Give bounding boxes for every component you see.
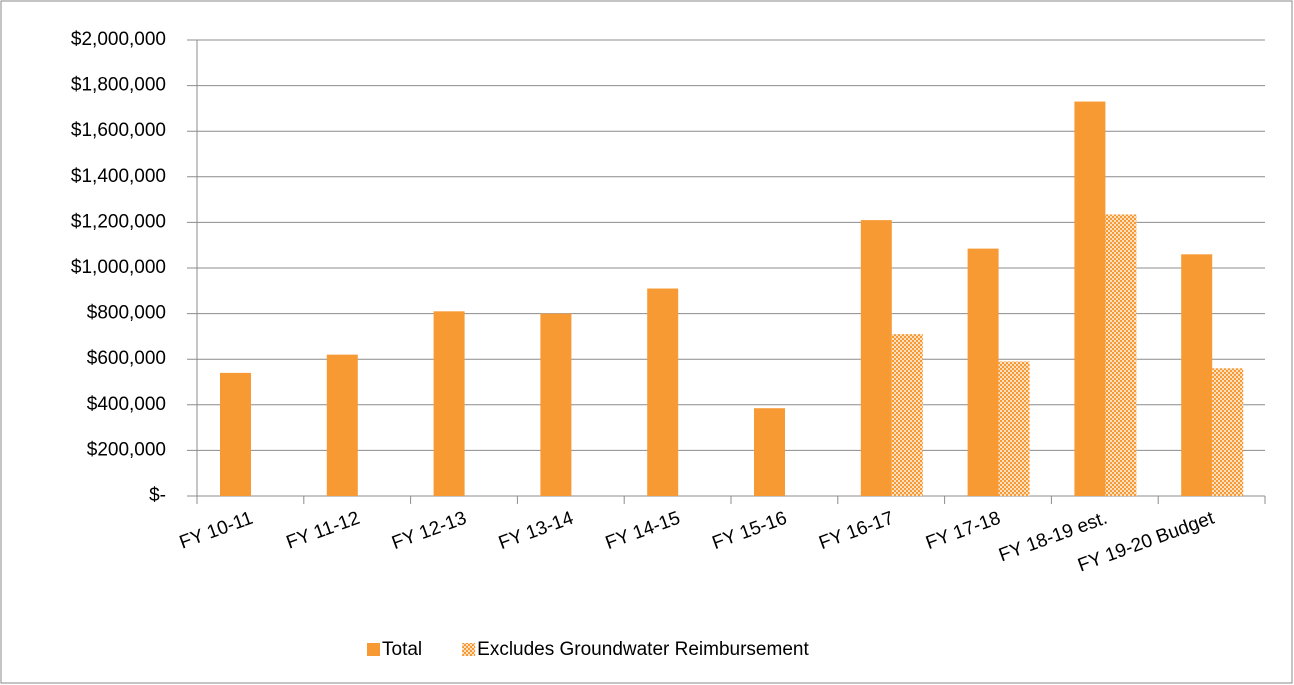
legend-swatch xyxy=(462,643,476,656)
bar xyxy=(860,220,892,496)
y-tick-label: $1,800,000 xyxy=(71,75,166,96)
y-tick-label: $400,000 xyxy=(87,394,166,415)
bar xyxy=(1212,368,1244,496)
bar xyxy=(220,372,251,496)
y-tick-label: $2,000,000 xyxy=(71,29,166,50)
bar xyxy=(1181,254,1213,496)
y-tick-label: $- xyxy=(149,485,166,506)
y-tick-label: $800,000 xyxy=(87,303,166,324)
legend-swatch xyxy=(367,643,380,656)
y-tick-label: $1,000,000 xyxy=(71,257,166,278)
bar xyxy=(433,311,465,496)
y-tick-label: $200,000 xyxy=(87,439,166,460)
bar xyxy=(540,313,572,496)
bar xyxy=(967,248,999,496)
bar xyxy=(1105,214,1137,497)
bar xyxy=(754,408,785,496)
bar xyxy=(998,361,1030,496)
y-tick-label: $600,000 xyxy=(87,348,166,369)
bar xyxy=(1074,101,1106,496)
bar xyxy=(647,288,679,496)
y-tick-label: $1,600,000 xyxy=(71,120,166,141)
bar xyxy=(891,334,923,496)
legend-label: Total xyxy=(382,639,422,660)
y-tick-label: $1,200,000 xyxy=(71,211,166,232)
y-tick-label: $1,400,000 xyxy=(71,166,166,187)
bar xyxy=(326,354,358,496)
legend-label: Excludes Groundwater Reimbursement xyxy=(477,639,809,660)
